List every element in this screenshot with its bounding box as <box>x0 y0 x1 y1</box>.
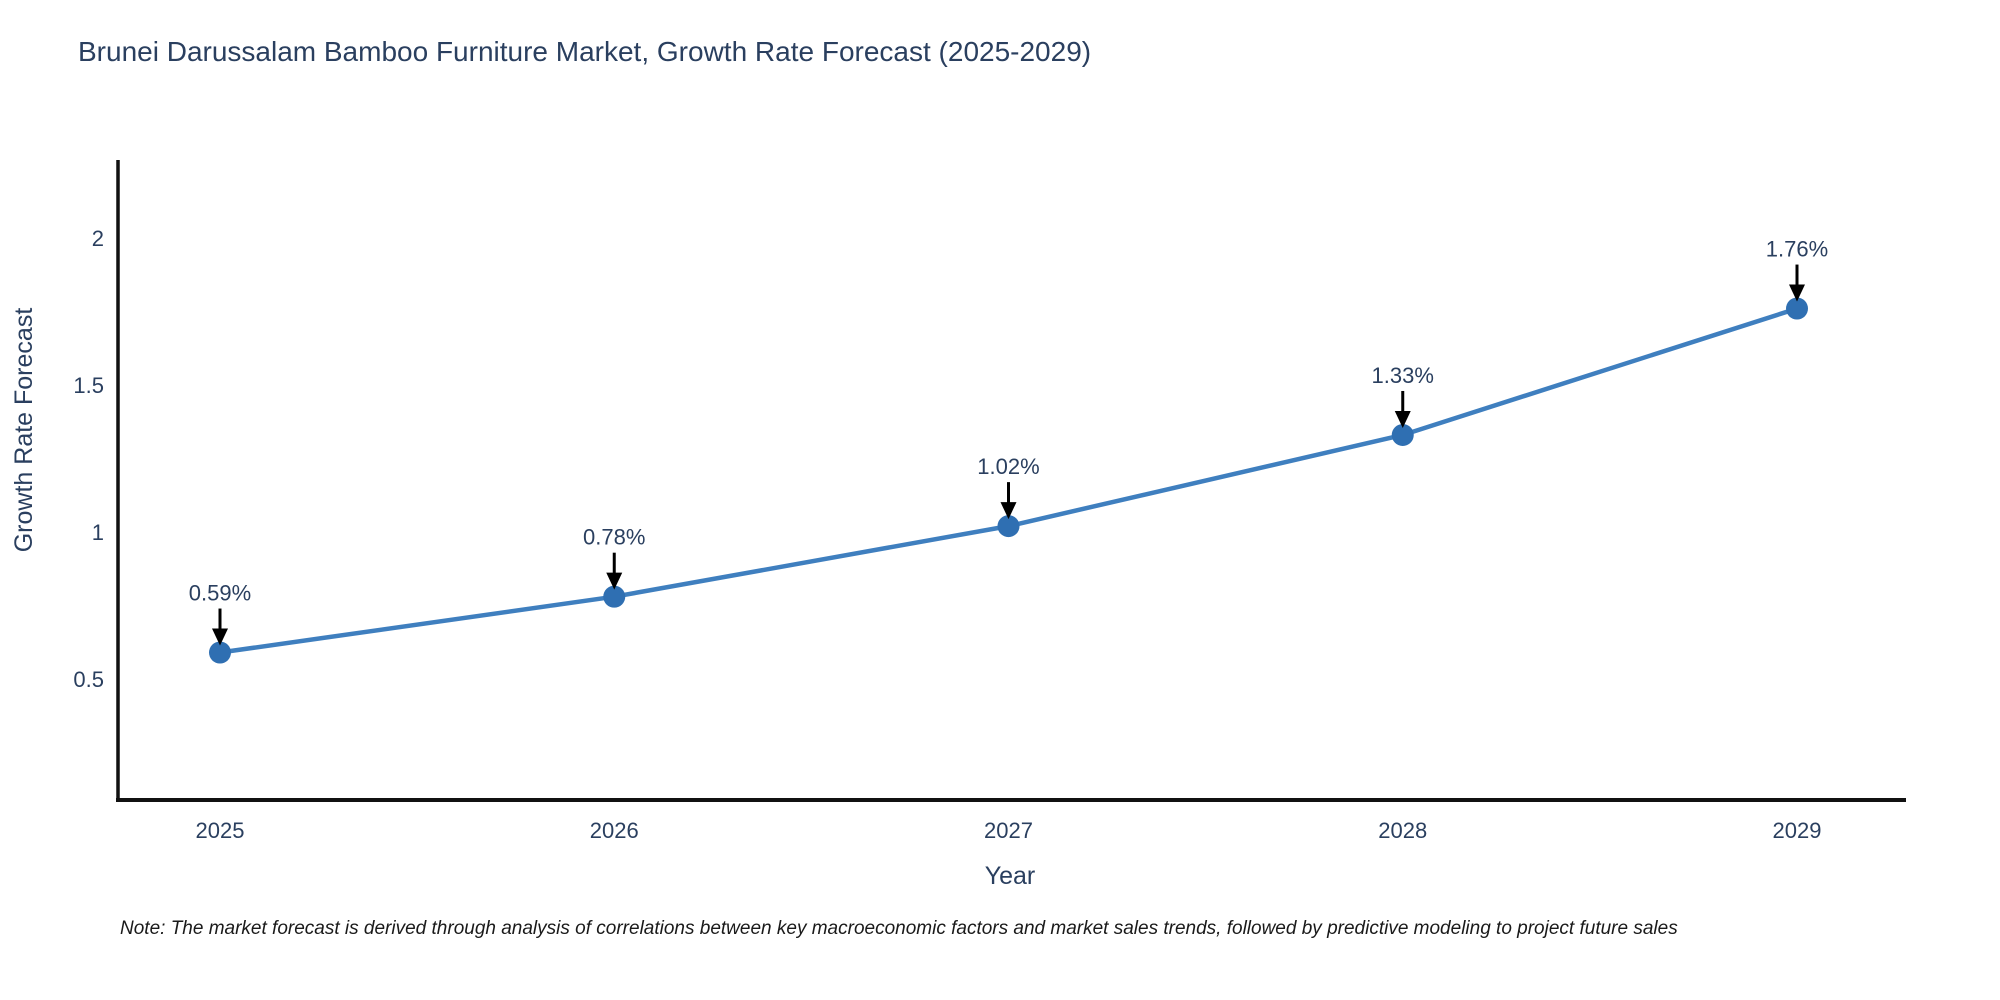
y-axis-title: Growth Rate Forecast <box>10 308 38 553</box>
x-tick-label: 2025 <box>196 818 245 843</box>
x-tick-label: 2026 <box>590 818 639 843</box>
y-tick-label: 1.5 <box>73 373 104 398</box>
point-label: 0.59% <box>189 581 251 606</box>
point-label: 0.78% <box>583 525 645 550</box>
annotation-arrowhead <box>606 572 623 590</box>
annotation-arrowhead <box>1000 502 1017 520</box>
data-point <box>603 585 626 608</box>
annotation-arrowhead <box>1789 284 1805 302</box>
x-tick-label: 2028 <box>1378 818 1427 843</box>
data-point <box>1786 297 1808 320</box>
annotation-arrowhead <box>212 628 228 646</box>
y-tick-label: 2 <box>92 226 104 251</box>
point-label: 1.33% <box>1372 363 1434 388</box>
annotation-arrowhead <box>1394 410 1411 428</box>
series-line <box>217 306 1800 655</box>
plot-content: 0.5 1 1.5 2 2025 2026 2027 2028 2029 0.59% 0.78% 1.… <box>73 226 1828 843</box>
point-label: 1.02% <box>977 454 1039 479</box>
x-axis-title: Year <box>985 862 1036 890</box>
footnote: Note: The market forecast is derived thr… <box>120 918 1678 939</box>
point-label: 1.76% <box>1766 237 1828 262</box>
chart-title: Brunei Darussalam Bamboo Furniture Marke… <box>78 36 1092 67</box>
data-point <box>997 515 1020 538</box>
y-tick-label: 1 <box>92 520 104 545</box>
x-tick-label: 2029 <box>1773 818 1822 843</box>
data-point <box>1391 423 1414 446</box>
x-tick-label: 2027 <box>984 818 1033 843</box>
data-point <box>209 641 231 664</box>
y-tick-label: 0.5 <box>73 667 104 692</box>
